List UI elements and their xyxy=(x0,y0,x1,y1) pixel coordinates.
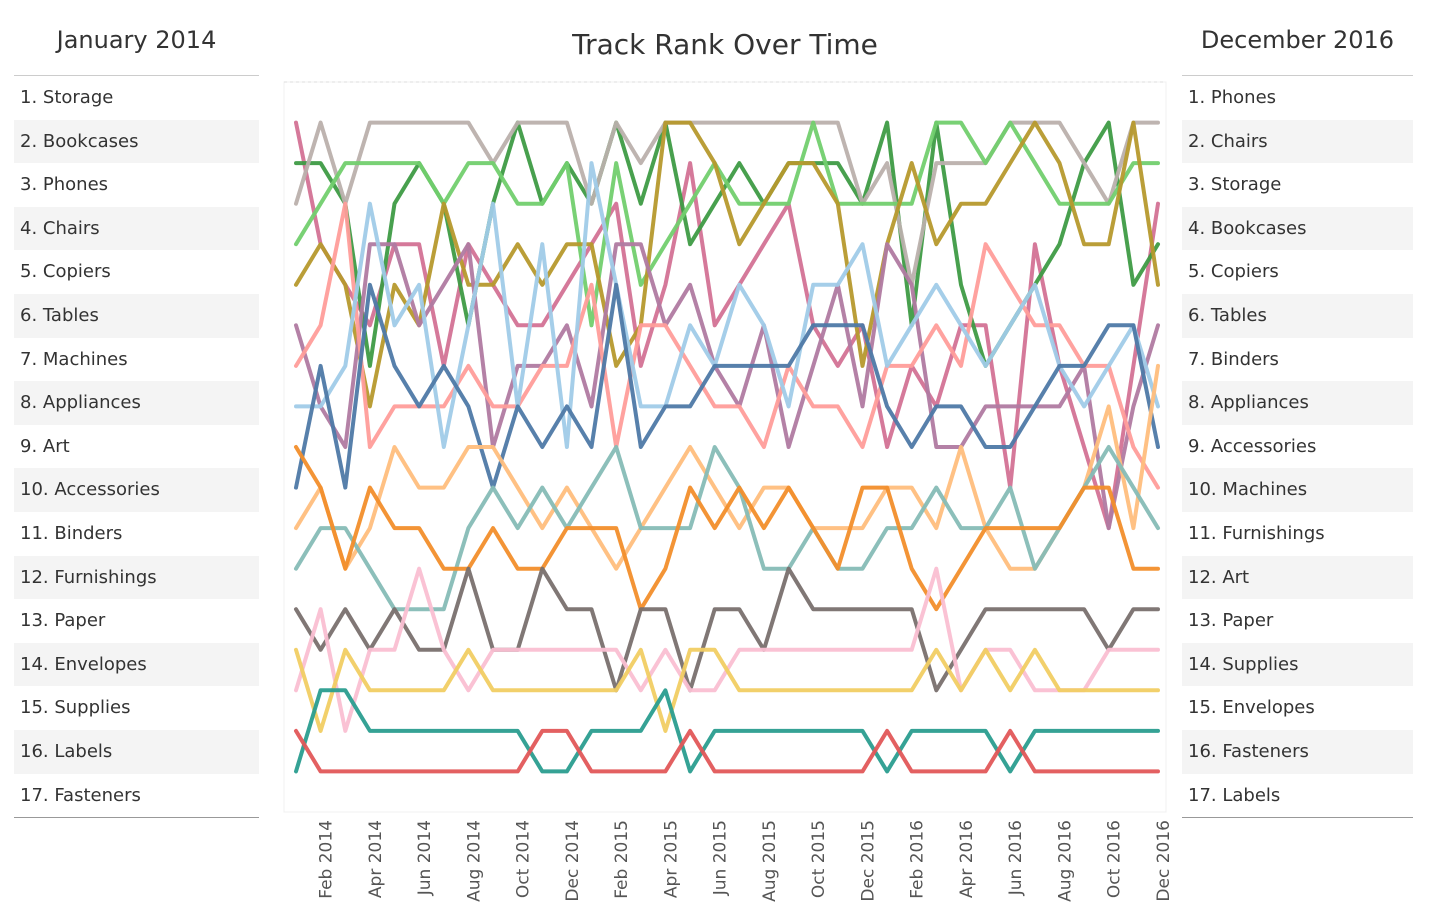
rank-item: 7. Binders xyxy=(1188,348,1279,370)
rank-item: 16. Fasteners xyxy=(1182,729,1413,774)
rank-item: 2. Chairs xyxy=(1182,119,1413,164)
rank-item: 3. Storage xyxy=(1188,174,1282,196)
series-line xyxy=(294,120,1160,368)
rank-item: 6. Tables xyxy=(1182,293,1413,338)
rank-item: 17. Labels xyxy=(1188,784,1281,806)
series-line xyxy=(294,120,1160,328)
rank-item: 14. Supplies xyxy=(1182,642,1413,687)
series-line xyxy=(294,566,1160,733)
x-tick-label: Feb 2015 xyxy=(612,820,632,899)
rank-item: 11. Furnishings xyxy=(1188,522,1325,544)
series-line xyxy=(294,120,1160,409)
rank-item: 1. Storage xyxy=(20,87,114,108)
x-tick-label: Jun 2015 xyxy=(711,820,731,896)
x-tick-label: Dec 2016 xyxy=(1154,820,1174,902)
series-line xyxy=(294,201,1160,490)
rank-item: 9. Art xyxy=(20,435,70,457)
rank-list: 1. Phones 2. Chairs 3. Storage 4. Bookcases… xyxy=(1182,75,1413,819)
x-tick-label: Aug 2014 xyxy=(464,820,484,902)
series-line xyxy=(294,282,1160,490)
rank-item: 10. Machines xyxy=(1182,468,1413,512)
x-tick-label: Apr 2015 xyxy=(661,820,681,898)
chart-title: Track Rank Over Time xyxy=(571,28,878,61)
series-line xyxy=(294,120,1160,531)
panel-title: December 2016 xyxy=(1200,26,1395,54)
x-tick-label: Apr 2014 xyxy=(366,820,386,898)
x-tick-label: Jun 2016 xyxy=(1006,820,1026,896)
rank-item: 6. Tables xyxy=(14,293,259,338)
end-rank-panel: December 2016 1. Phones 2. Chairs 3. Stora… xyxy=(1182,0,1413,819)
series-line xyxy=(294,445,1160,612)
panel-title: January 2014 xyxy=(56,26,217,54)
rank-item: 4. Chairs xyxy=(14,206,259,251)
series-line xyxy=(294,363,1160,571)
x-tick-label: Aug 2016 xyxy=(1055,820,1075,902)
series-line xyxy=(294,242,1160,531)
x-tick-label: Dec 2014 xyxy=(563,820,583,902)
rank-item: 9. Accessories xyxy=(1188,435,1317,457)
series-line xyxy=(294,688,1160,774)
x-tick-label: Oct 2015 xyxy=(809,820,829,898)
rank-item: 8. Appliances xyxy=(1182,381,1413,425)
rank-item: 7. Machines xyxy=(20,348,128,370)
rank-item: 5. Copiers xyxy=(20,261,111,283)
x-tick-label: Jun 2014 xyxy=(415,820,435,896)
rank-item: 17. Fasteners xyxy=(20,784,141,806)
rank-item: 4. Bookcases xyxy=(1182,206,1413,251)
x-tick-label: Feb 2016 xyxy=(908,820,928,899)
rank-item: 12. Art xyxy=(1182,555,1413,600)
series-line xyxy=(294,566,1160,693)
series-line xyxy=(294,445,1160,612)
rank-item: 15. Envelopes xyxy=(1188,697,1315,719)
rank-item: 15. Supplies xyxy=(20,697,131,719)
rank-item: 10. Accessories xyxy=(14,468,259,512)
rank-item: 1. Phones xyxy=(1188,87,1277,108)
rank-item: 3. Phones xyxy=(20,174,109,196)
rank-item: 11. Binders xyxy=(20,522,123,544)
rank-item: 2. Bookcases xyxy=(14,119,259,164)
rank-item: 13. Paper xyxy=(20,610,106,632)
x-tick-label: Oct 2016 xyxy=(1105,820,1125,898)
rank-item: 8. Appliances xyxy=(14,381,259,425)
x-tick-label: Oct 2014 xyxy=(514,820,534,898)
series-line xyxy=(294,120,1160,287)
rank-item: 16. Labels xyxy=(14,729,259,774)
series-line xyxy=(294,161,1160,449)
series-line xyxy=(294,647,1160,733)
rank-list: 1. Storage 2. Bookcases 3. Phones 4. Chairs… xyxy=(14,75,259,819)
rank-item: 14. Envelopes xyxy=(14,642,259,687)
start-rank-panel: January 2014 1. Storage 2. Bookcases 3. Ph… xyxy=(14,0,259,819)
rank-item: 12. Furnishings xyxy=(14,555,259,600)
plot-area xyxy=(283,81,1167,813)
series-line xyxy=(294,728,1160,774)
x-tick-label: Aug 2015 xyxy=(760,820,780,902)
x-tick-label: Apr 2016 xyxy=(957,820,977,898)
rank-item: 13. Paper xyxy=(1188,610,1274,632)
x-tick-label: Feb 2014 xyxy=(317,820,337,899)
x-tick-label: Dec 2015 xyxy=(858,820,878,902)
rank-item: 5. Copiers xyxy=(1188,261,1279,283)
